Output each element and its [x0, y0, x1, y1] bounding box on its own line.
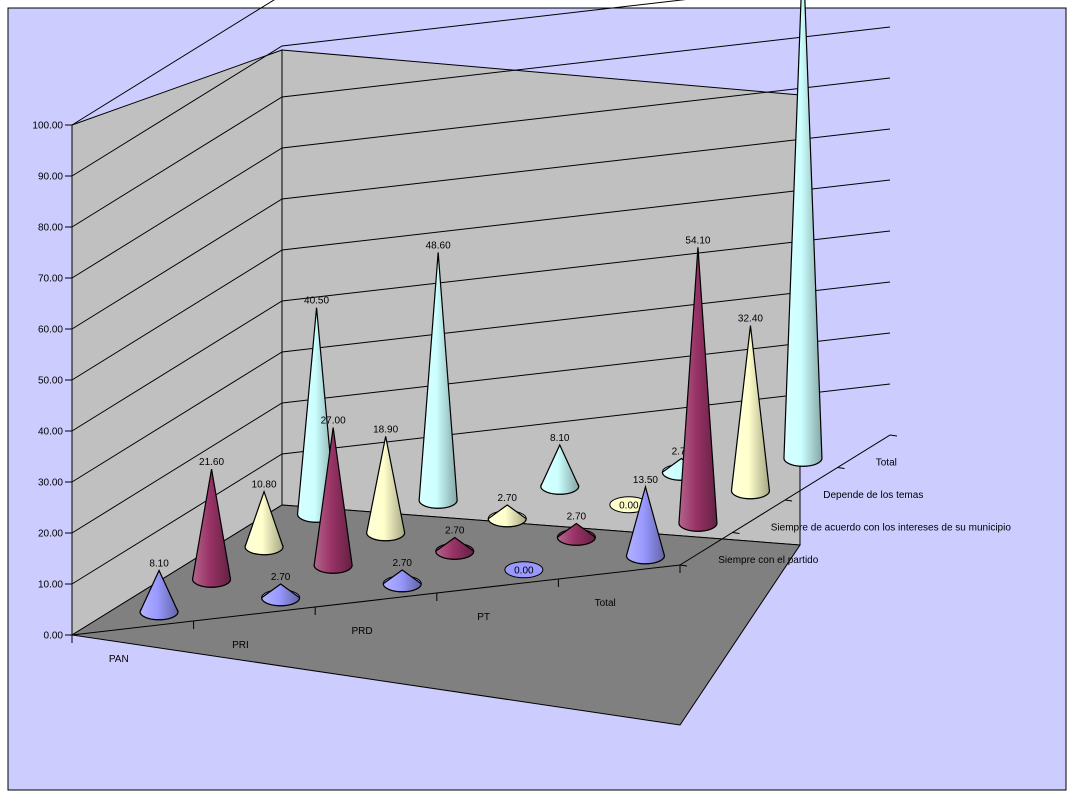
data-label: 40.50: [304, 296, 329, 307]
data-label: 27.00: [321, 416, 346, 427]
depth-label: Total: [876, 457, 897, 468]
depth-label: Siempre con el partido: [718, 555, 818, 566]
data-label: 54.10: [685, 235, 710, 246]
data-label: 32.40: [738, 314, 763, 325]
data-label: 13.50: [633, 475, 658, 486]
y-tick-label: 60.00: [38, 325, 63, 336]
y-tick-label: 90.00: [38, 172, 63, 183]
depth-label: Depende de los temas: [823, 490, 923, 501]
data-label: 18.90: [373, 424, 398, 435]
y-tick-label: 100.00: [32, 121, 63, 132]
data-label: 48.60: [426, 240, 451, 251]
back-wall: [282, 50, 800, 545]
y-tick-label: 30.00: [38, 478, 63, 489]
data-label: 2.70: [498, 493, 518, 504]
y-tick-label: 40.00: [38, 427, 63, 438]
data-label: 0.00: [619, 500, 639, 511]
depth-label: Siempre de acuerdo con los intereses de …: [771, 522, 1012, 533]
category-label: PT: [477, 612, 490, 623]
category-label: PRI: [232, 640, 249, 651]
data-label: 2.70: [271, 572, 291, 583]
y-tick-label: 0.00: [44, 631, 64, 642]
data-label: 2.70: [567, 511, 587, 522]
data-label: 8.10: [550, 433, 570, 444]
cone: 0.00: [505, 562, 543, 578]
data-label: 21.60: [199, 457, 224, 468]
data-label: 2.70: [393, 558, 413, 569]
data-label: 8.10: [149, 558, 169, 569]
category-label: PRD: [351, 626, 372, 637]
y-tick-label: 10.00: [38, 580, 63, 591]
data-label: 2.70: [445, 525, 465, 536]
data-label: 10.80: [252, 480, 277, 491]
category-label: PAN: [109, 654, 129, 665]
y-tick-label: 80.00: [38, 223, 63, 234]
y-tick-label: 70.00: [38, 274, 63, 285]
y-tick-label: 20.00: [38, 529, 63, 540]
y-tick-label: 50.00: [38, 376, 63, 387]
data-label: 0.00: [514, 565, 534, 576]
category-label: Total: [595, 598, 616, 609]
